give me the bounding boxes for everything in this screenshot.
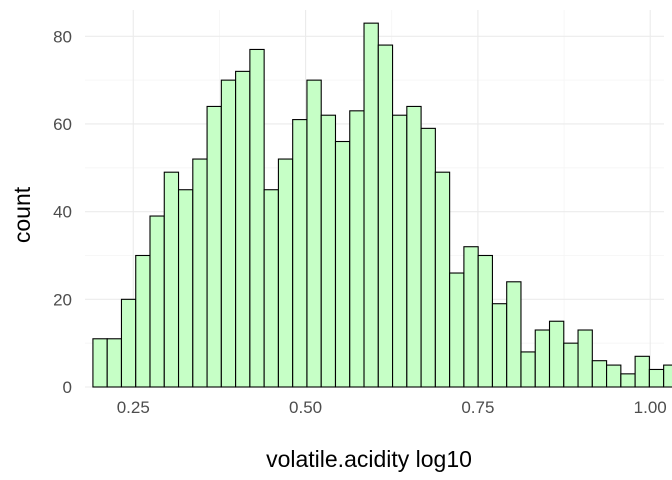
histogram-bar [548, 320, 565, 388]
y-tick-label: 0 [63, 378, 72, 397]
histogram-bar [163, 171, 180, 388]
histogram-bar [449, 272, 465, 388]
histogram-bar [106, 338, 123, 388]
histogram-bar [292, 119, 308, 388]
histogram-bar [149, 215, 165, 388]
histogram-bar [349, 110, 365, 388]
y-tick-label: 40 [53, 203, 72, 222]
histogram-bar [320, 114, 337, 388]
y-axis-title: count [9, 186, 35, 243]
histogram-bar [192, 158, 208, 388]
y-tick-label: 60 [53, 115, 72, 134]
histogram-bar [663, 364, 672, 388]
histogram-bar [591, 360, 608, 388]
histogram-bar [92, 338, 108, 388]
histogram-bar [648, 368, 665, 388]
x-tick-label: 0.25 [117, 398, 150, 417]
histogram-bar [363, 22, 379, 388]
histogram-bar [506, 281, 522, 388]
histogram-bar [177, 189, 194, 388]
bars [92, 22, 672, 388]
histogram-bar [334, 140, 351, 388]
histogram-bar [477, 254, 493, 388]
x-tick-label: 0.75 [461, 398, 494, 417]
y-tick-label: 80 [53, 27, 72, 46]
x-axis-ticks: 0.25 0.50 0.75 1.00 [117, 398, 667, 417]
histogram-bar [120, 298, 137, 388]
histogram-bar [277, 158, 294, 388]
histogram-bar [263, 189, 279, 388]
histogram-bar [634, 355, 650, 388]
histogram-bar [563, 342, 579, 388]
histogram-bar [491, 303, 508, 388]
histogram-bar [235, 70, 251, 388]
histogram-bar [606, 364, 622, 388]
histogram-bar [220, 79, 237, 388]
histogram-bar [135, 254, 151, 388]
histogram-bar [420, 127, 436, 388]
histogram-bar [392, 114, 408, 388]
histogram-bar [434, 171, 451, 388]
x-tick-label: 0.50 [289, 398, 322, 417]
histogram-bar [620, 373, 636, 388]
histogram-bar [534, 329, 551, 388]
histogram-bar [520, 351, 536, 388]
histogram-bar [406, 105, 422, 388]
y-tick-label: 20 [53, 290, 72, 309]
histogram-bar [206, 105, 222, 388]
histogram-bar [249, 48, 265, 388]
histogram-bar [306, 79, 322, 388]
x-tick-label: 1.00 [634, 398, 667, 417]
y-axis-ticks: 0 20 40 60 80 [53, 27, 72, 397]
histogram-bar [377, 44, 394, 388]
histogram-bar [463, 246, 479, 388]
x-axis-title: volatile.acidity log10 [266, 446, 472, 472]
histogram-bar [577, 329, 593, 388]
